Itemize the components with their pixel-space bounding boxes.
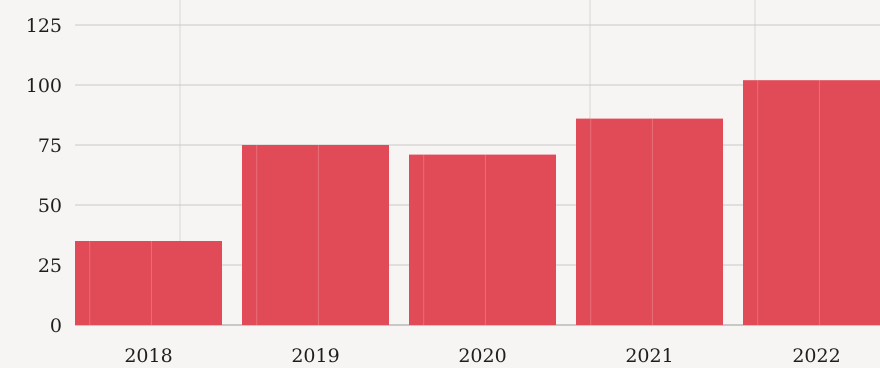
y-tick-label: 100	[26, 75, 62, 97]
bar-2021	[576, 118, 723, 325]
bars-layer	[75, 80, 880, 325]
y-axis-tick-labels: 0 25 50 75 100 125	[26, 15, 62, 337]
x-tick-label-2022: 2022	[792, 345, 840, 367]
bar-2020	[409, 154, 556, 325]
bar-2018	[75, 241, 222, 325]
x-tick-label-2020: 2020	[458, 345, 506, 367]
y-tick-label: 75	[38, 135, 62, 157]
x-tick-label-2019: 2019	[291, 345, 339, 367]
x-tick-label-2021: 2021	[625, 345, 673, 367]
x-tick-label-2018: 2018	[124, 345, 172, 367]
y-tick-label: 25	[38, 255, 62, 277]
y-tick-label: 0	[50, 315, 62, 337]
y-tick-label: 125	[26, 15, 62, 37]
bar-2019	[242, 145, 389, 325]
x-axis-tick-labels: 2018 2019 2020 2021 2022	[124, 345, 840, 367]
y-tick-label: 50	[38, 195, 62, 217]
bar-2022	[743, 80, 880, 325]
